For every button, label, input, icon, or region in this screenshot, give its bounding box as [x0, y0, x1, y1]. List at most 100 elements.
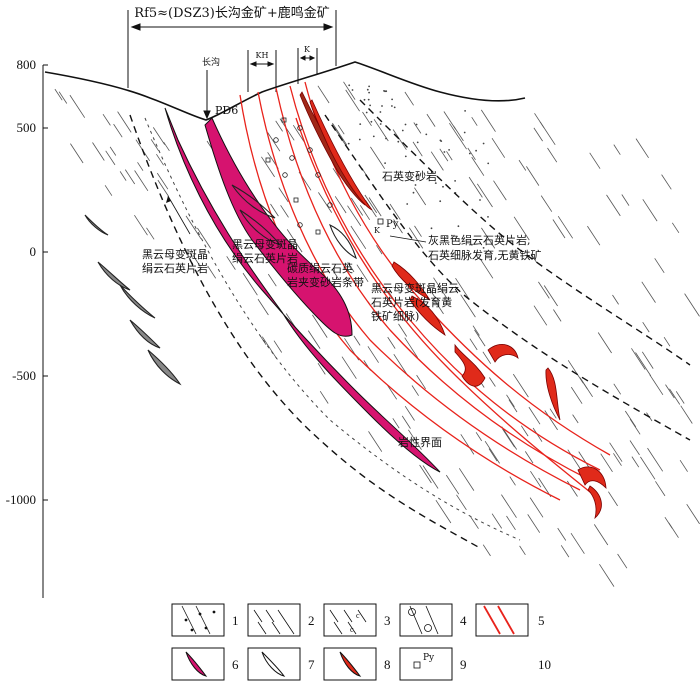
foliation-stroke	[317, 362, 326, 375]
foliation-stroke	[453, 125, 464, 142]
biotite-right-line: 黑云母变斑晶绢云	[371, 281, 459, 295]
foliation-stroke	[624, 410, 637, 428]
foliation-stroke	[393, 353, 409, 377]
foliation-stroke	[278, 187, 289, 203]
foliation-stroke	[347, 205, 362, 227]
foliation-stroke	[649, 374, 664, 396]
stipple-dot	[457, 225, 460, 228]
foliation-stroke	[411, 385, 419, 396]
foliation-stroke	[445, 474, 460, 495]
stipple-dot	[385, 90, 388, 93]
red-orebodies	[299, 91, 607, 520]
foliation-stroke	[599, 563, 615, 587]
magenta-dike-main	[164, 107, 441, 473]
black-lenses	[84, 184, 357, 386]
foliation-stroke	[512, 373, 529, 398]
stipple-dot	[471, 243, 473, 246]
foliation-stroke	[345, 89, 360, 112]
pd6-label: PD6	[215, 104, 238, 117]
k-mark-label: K	[374, 226, 381, 235]
foliation-stroke	[557, 527, 567, 541]
stipple-dot	[351, 89, 354, 91]
quartz-nodules	[265, 117, 333, 235]
legend-item-2	[247, 603, 301, 637]
biotite-right-label: 黑云母变斑晶绢云 石英片岩(发育黄 铁矿细脉)	[371, 281, 459, 323]
foliation-stroke	[532, 427, 543, 442]
foliation-stroke	[640, 456, 656, 480]
leader-line	[167, 195, 191, 235]
foliation-stroke	[392, 418, 400, 429]
foliation-stroke	[343, 81, 356, 100]
foliation-stroke	[572, 414, 579, 424]
foliation-stroke	[544, 410, 558, 431]
foliation-stroke	[665, 384, 675, 399]
foliation-stroke	[426, 285, 436, 299]
magenta-dike-branch	[204, 117, 353, 337]
stipple-dot	[479, 199, 481, 201]
stipple-dot	[487, 216, 489, 218]
svg-text:c: c	[356, 611, 360, 620]
stipple-dot	[393, 106, 396, 109]
foliation-stroke	[663, 336, 671, 347]
stipple-dot	[365, 111, 368, 114]
foliation-stroke	[356, 264, 369, 283]
foliation-stroke	[419, 464, 432, 484]
stipple-dot	[439, 200, 442, 203]
foliation-stroke	[261, 336, 278, 360]
legend-number: 5	[538, 613, 545, 628]
foliation-stroke	[416, 374, 426, 390]
foliation-stroke	[472, 325, 480, 336]
foliation-stroke	[579, 377, 593, 398]
k-bracket	[297, 48, 318, 84]
foliation-stroke	[270, 203, 279, 217]
foliation-stroke	[508, 399, 518, 413]
foliation-stroke	[470, 516, 479, 529]
foliation-stroke	[533, 305, 548, 326]
foliation-stroke	[414, 225, 422, 237]
stipple-dot	[397, 140, 400, 143]
foliation-stroke	[389, 203, 401, 220]
foliation-stroke	[612, 294, 619, 305]
stipple-dot	[368, 91, 370, 94]
foliation-stroke	[679, 459, 688, 472]
foliation-stroke	[146, 227, 155, 240]
foliation-stroke	[566, 480, 578, 497]
schist-foliation	[54, 81, 700, 587]
foliation-stroke	[570, 386, 583, 404]
foliation-stroke	[528, 406, 541, 425]
foliation-stroke	[426, 113, 436, 127]
foliation-stroke	[513, 216, 530, 241]
stipple-dot	[451, 234, 453, 237]
foliation-stroke	[471, 116, 478, 126]
foliation-stroke	[273, 340, 283, 353]
foliation-stroke	[207, 265, 217, 279]
foliation-stroke	[641, 351, 654, 369]
stipple-dot	[468, 152, 471, 155]
foliation-stroke	[226, 256, 236, 270]
foliation-stroke	[275, 120, 283, 132]
stipple-dot	[414, 184, 417, 186]
stipple-dot	[383, 90, 385, 92]
legend-number: 4	[460, 613, 467, 628]
foliation-stroke	[549, 408, 557, 419]
foliation-stroke	[530, 470, 542, 488]
stipple-dot	[391, 98, 393, 101]
kh-bracket	[247, 50, 277, 92]
quartz-nodule	[315, 172, 321, 178]
stipple-dot	[412, 191, 415, 194]
foliation-stroke	[134, 214, 148, 236]
foliation-stroke	[669, 388, 681, 405]
foliation-stroke	[587, 225, 601, 246]
foliation-stroke	[119, 171, 127, 181]
foliation-stroke	[501, 494, 517, 518]
biotite-right-line: 铁矿细脉)	[371, 309, 419, 323]
foliation-stroke	[368, 431, 383, 452]
foliation-stroke	[312, 314, 328, 338]
foliation-stroke	[468, 176, 483, 198]
extent-bracket	[127, 10, 337, 88]
foliation-stroke	[635, 138, 649, 159]
foliation-stroke	[609, 442, 623, 462]
legend-item-3: c c	[323, 603, 377, 637]
lithologic-boundaries	[129, 99, 691, 549]
